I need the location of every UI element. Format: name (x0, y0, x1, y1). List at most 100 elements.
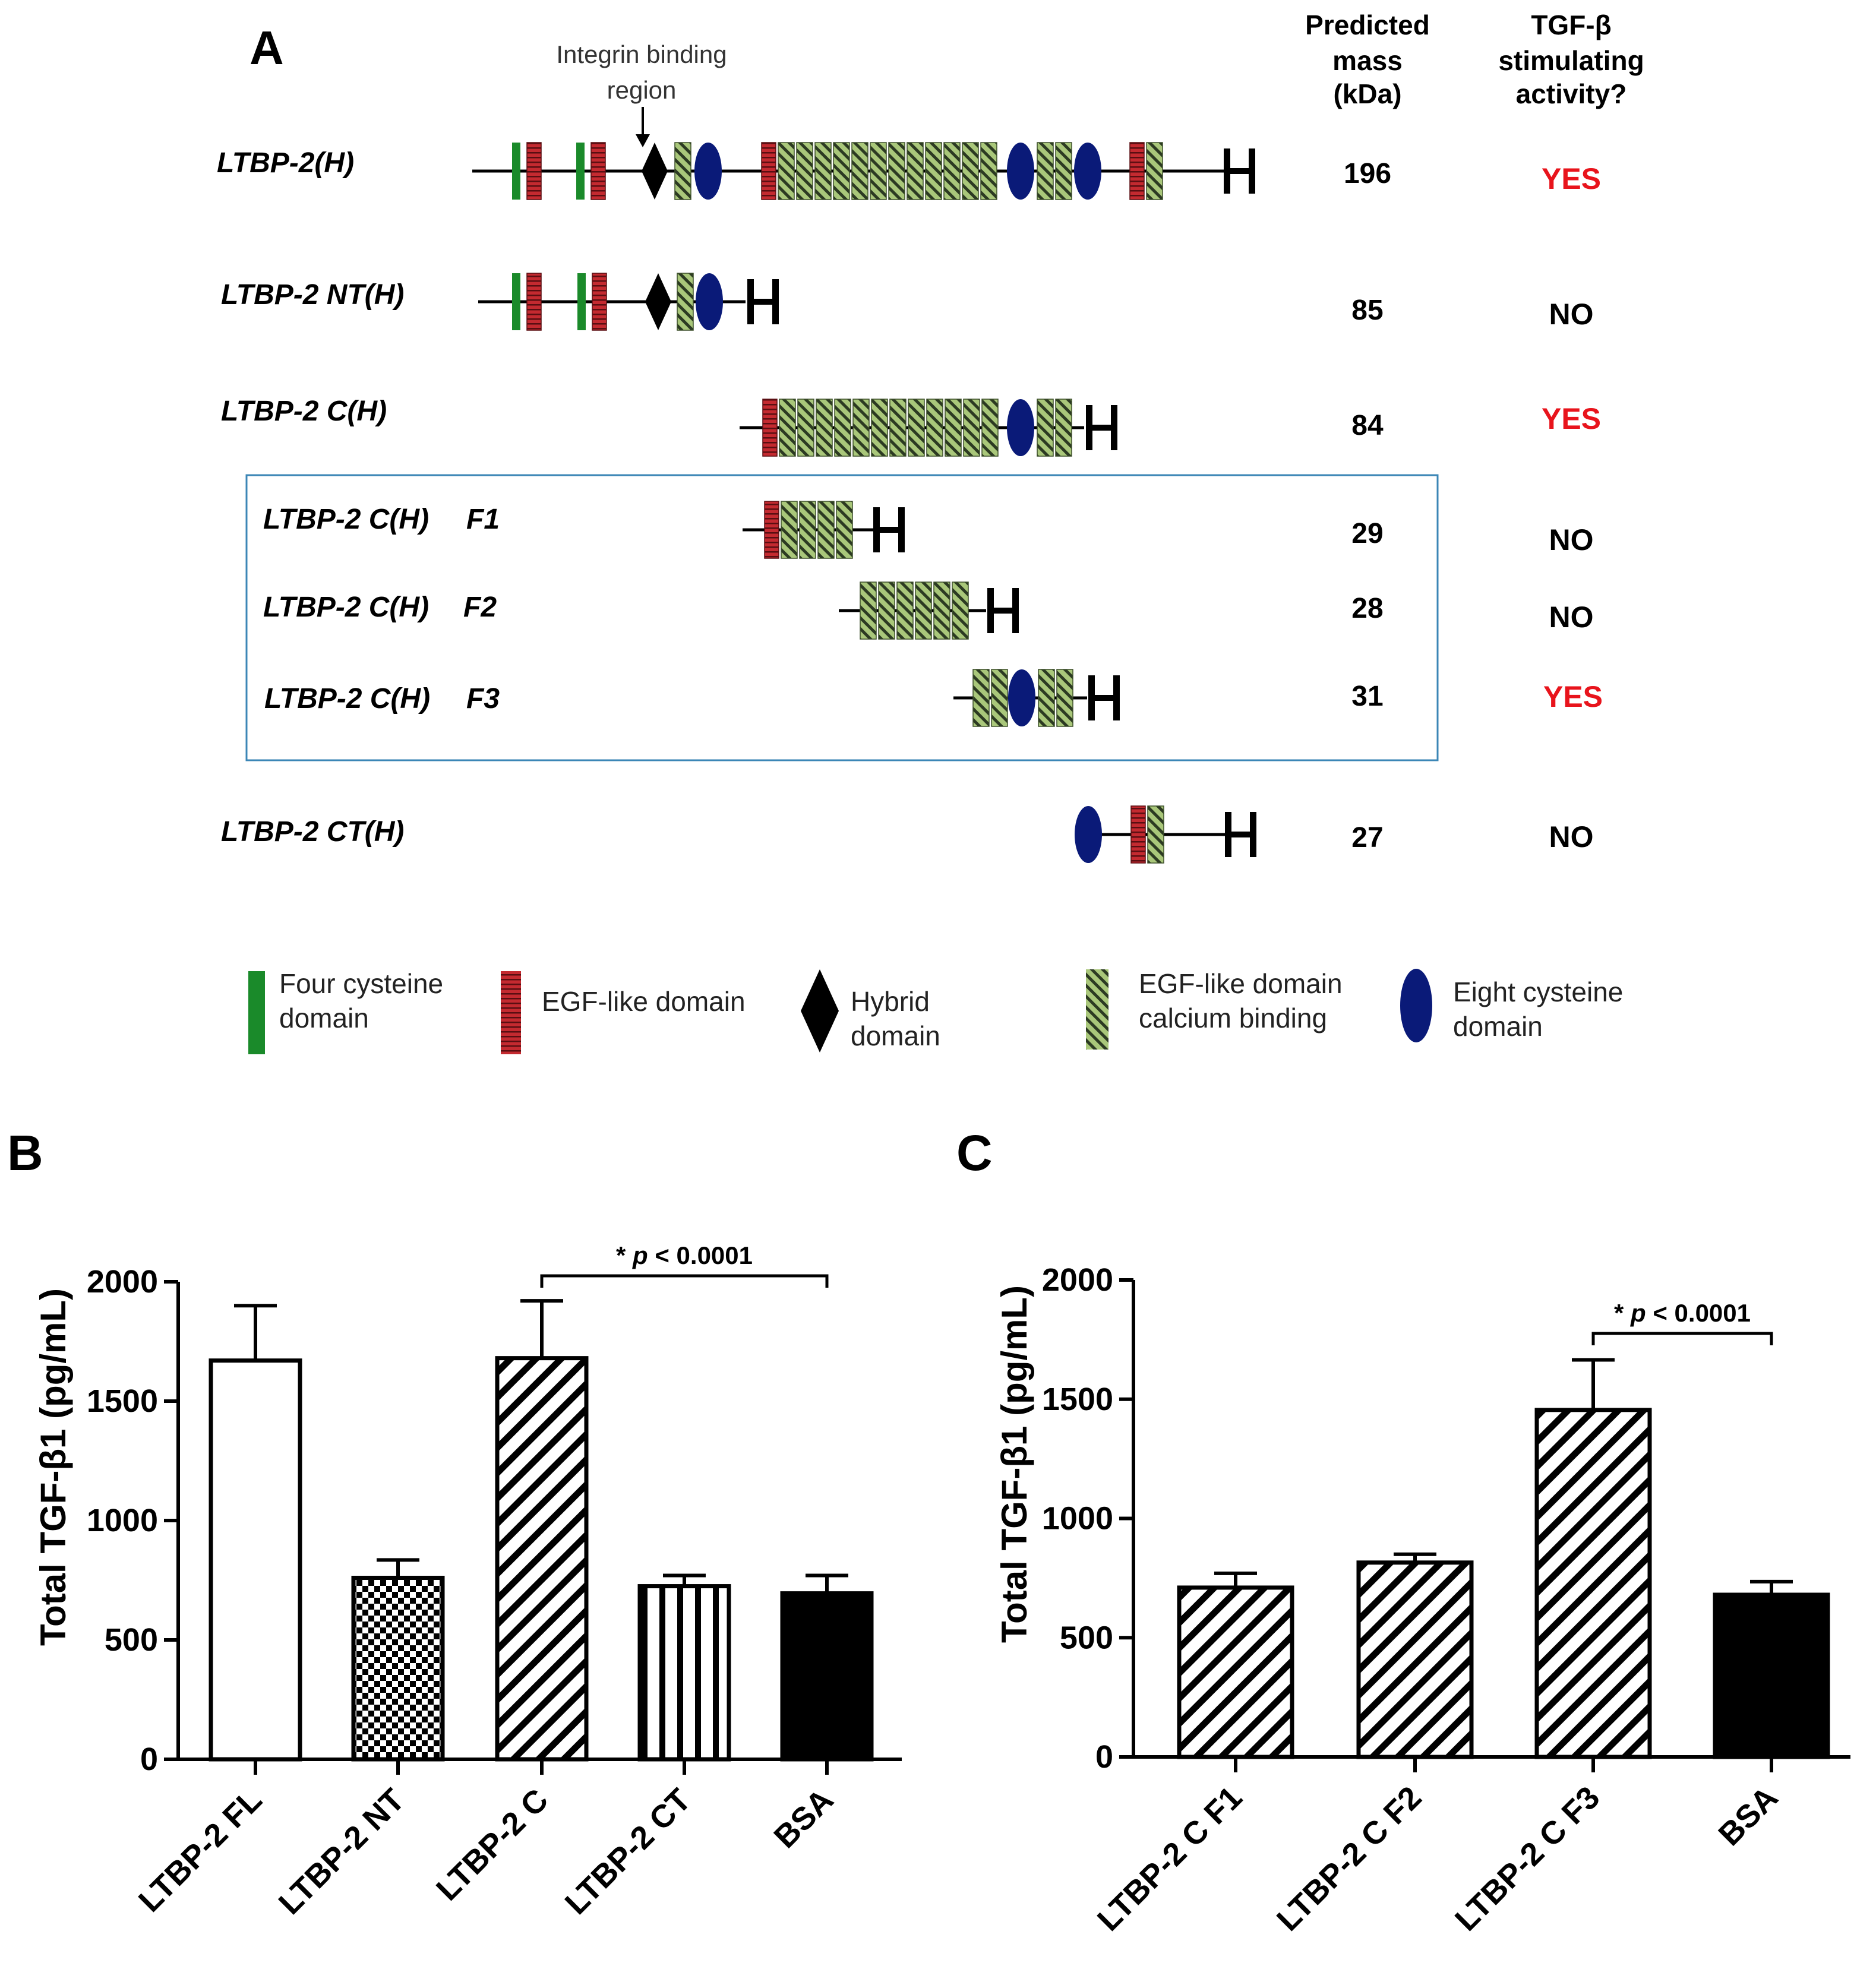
egf-calcium-binding-domain (814, 142, 832, 200)
domain-diagram-f3 (953, 669, 1120, 727)
his-tag-bar (747, 299, 779, 305)
construct-mass: 31 (1351, 681, 1383, 712)
four-cysteine-domain (576, 143, 585, 200)
egf-like-domain (764, 501, 779, 559)
construct-row-nt: LTBP-2 NT(H) 85 NO (221, 273, 1594, 331)
y-axis-label: Total TGF-β1 (pg/mL) (994, 1285, 1034, 1643)
y-axis-label: Total TGF-β1 (pg/mL) (33, 1288, 73, 1646)
y-tick-label: 2000 (1042, 1262, 1113, 1298)
egf-calcium-binding-domain (991, 669, 1008, 727)
construct-mass: 85 (1351, 295, 1383, 326)
domain-legend: Four cysteine domain EGF-like domain Hyb… (248, 968, 1623, 1054)
bar (637, 1584, 731, 1762)
eight-cysteine-domain (696, 273, 723, 330)
egf-calcium-binding-domain (888, 142, 905, 200)
y-tick-label: 1500 (87, 1383, 158, 1419)
construct-row-ct: LTBP-2 CT(H) 27 NO (221, 805, 1594, 864)
eight-cysteine-domain (1074, 143, 1101, 200)
x-tick-label: LTBP-2 C (429, 1782, 555, 1907)
legend-text: domain (279, 1003, 369, 1033)
egf-calcium-binding-domain (907, 142, 924, 200)
construct-suffix: F2 (463, 592, 497, 623)
x-tick-label: LTBP-2 C F3 (1448, 1779, 1607, 1938)
four-cysteine-domain (577, 273, 586, 330)
eight-cysteine-domain (1008, 669, 1035, 726)
construct-mass: 29 (1351, 518, 1383, 549)
panel-a-label: A (249, 21, 284, 74)
legend-egf-like: EGF-like domain (501, 971, 746, 1054)
construct-name: LTBP-2 NT(H) (221, 279, 404, 311)
construct-mass: 84 (1351, 410, 1384, 441)
construct-suffix: F1 (466, 504, 500, 535)
egf-calcium-binding-domain (943, 142, 961, 200)
panel-c-bar-chart: C Total TGF-β1 (pg/mL) 0 500 1000 1500 2000 L… (956, 1125, 1850, 1938)
legend-text: Eight cysteine (1453, 976, 1623, 1007)
egf-calcium-binding-domain (796, 142, 813, 200)
hybrid-domain (642, 143, 668, 200)
egf-calcium-binding-domain (1056, 669, 1073, 727)
activity-column-header: TGF-β stimulating activity? (1498, 10, 1644, 109)
bar (1713, 1592, 1830, 1759)
construct-activity: NO (1549, 600, 1594, 634)
egf-calcium-binding-domain (963, 399, 980, 457)
y-tick-label: 1000 (1042, 1501, 1113, 1537)
egf-calcium-binding-domain (981, 399, 999, 457)
his-tag-bar (1225, 832, 1256, 837)
domain-diagram-f1 (743, 501, 905, 559)
legend-text: domain (1453, 1011, 1543, 1042)
integrin-arrow-head (636, 134, 650, 147)
mass-header-line2: mass (1332, 45, 1403, 76)
egf-calcium-binding-domain (1038, 669, 1055, 727)
construct-activity: YES (1543, 680, 1603, 713)
egf-calcium-binding-domain (1146, 142, 1163, 200)
egf-calcium-binding-domain (933, 581, 950, 640)
y-tick-label: 2000 (87, 1264, 158, 1300)
egf-calcium-binding-domain (926, 399, 943, 457)
construct-name: LTBP-2 C(H) (263, 592, 429, 623)
egf-calcium-binding-domain (779, 399, 796, 457)
bar (1356, 1560, 1474, 1759)
domain-diagram-c (740, 399, 1117, 457)
legend-four-cysteine: Four cysteine domain (248, 968, 443, 1054)
mass-header-line1: Predicted (1305, 10, 1430, 40)
activity-header-line1: TGF-β (1531, 10, 1611, 40)
egf-calcium-binding-domain (799, 501, 816, 559)
egf-like-domain (1129, 142, 1145, 200)
significance-bracket (540, 1274, 829, 1288)
egf-calcium-binding-domain (674, 142, 691, 200)
x-tick-label: LTBP-2 C F1 (1091, 1779, 1249, 1938)
legend-eight-cysteine: Eight cysteine domain (1400, 969, 1623, 1042)
egf-calcium-binding-domain (778, 142, 795, 200)
egf-calcium-binding-domain (945, 399, 962, 457)
construct-mass: 27 (1351, 822, 1383, 854)
construct-name: LTBP-2 C(H) (221, 396, 387, 427)
egf-calcium-binding-domain (781, 501, 798, 559)
egf-calcium-binding-domain (817, 501, 835, 559)
significance-label: * p < 0.0001 (616, 1241, 753, 1269)
construct-activity: YES (1542, 402, 1601, 435)
legend-text: EGF-like domain (542, 986, 746, 1017)
construct-activity: NO (1549, 298, 1594, 331)
egf-calcium-binding-domain (851, 142, 868, 200)
construct-activity: NO (1549, 523, 1594, 557)
his-tag-bar (873, 527, 905, 533)
bar (780, 1591, 874, 1762)
construct-mass: 28 (1351, 593, 1383, 624)
panel-b-label: B (7, 1125, 43, 1181)
y-tick-label: 0 (1095, 1739, 1113, 1775)
hybrid-domain (645, 273, 671, 330)
panel-c-label: C (956, 1125, 993, 1181)
construct-mass: 196 (1344, 158, 1391, 189)
domain-diagram-nt (478, 273, 779, 331)
construct-row-fl: LTBP-2(H) 196 YES (217, 142, 1601, 200)
construct-name: LTBP-2 CT(H) (221, 816, 404, 848)
egf-calcium-binding-domain (1055, 399, 1072, 457)
egf-calcium-binding-domain (836, 501, 853, 559)
panel-b-bar-chart: B Total TGF-β1 (pg/mL) 0 500 1000 1500 2000 L… (7, 1125, 902, 1921)
navy-ellipse-icon (1400, 969, 1432, 1042)
significance-bracket (1591, 1332, 1773, 1345)
legend-hybrid: Hybrid domain (801, 969, 940, 1052)
his-tag-bar (1224, 168, 1255, 174)
eight-cysteine-domain (1007, 399, 1034, 456)
